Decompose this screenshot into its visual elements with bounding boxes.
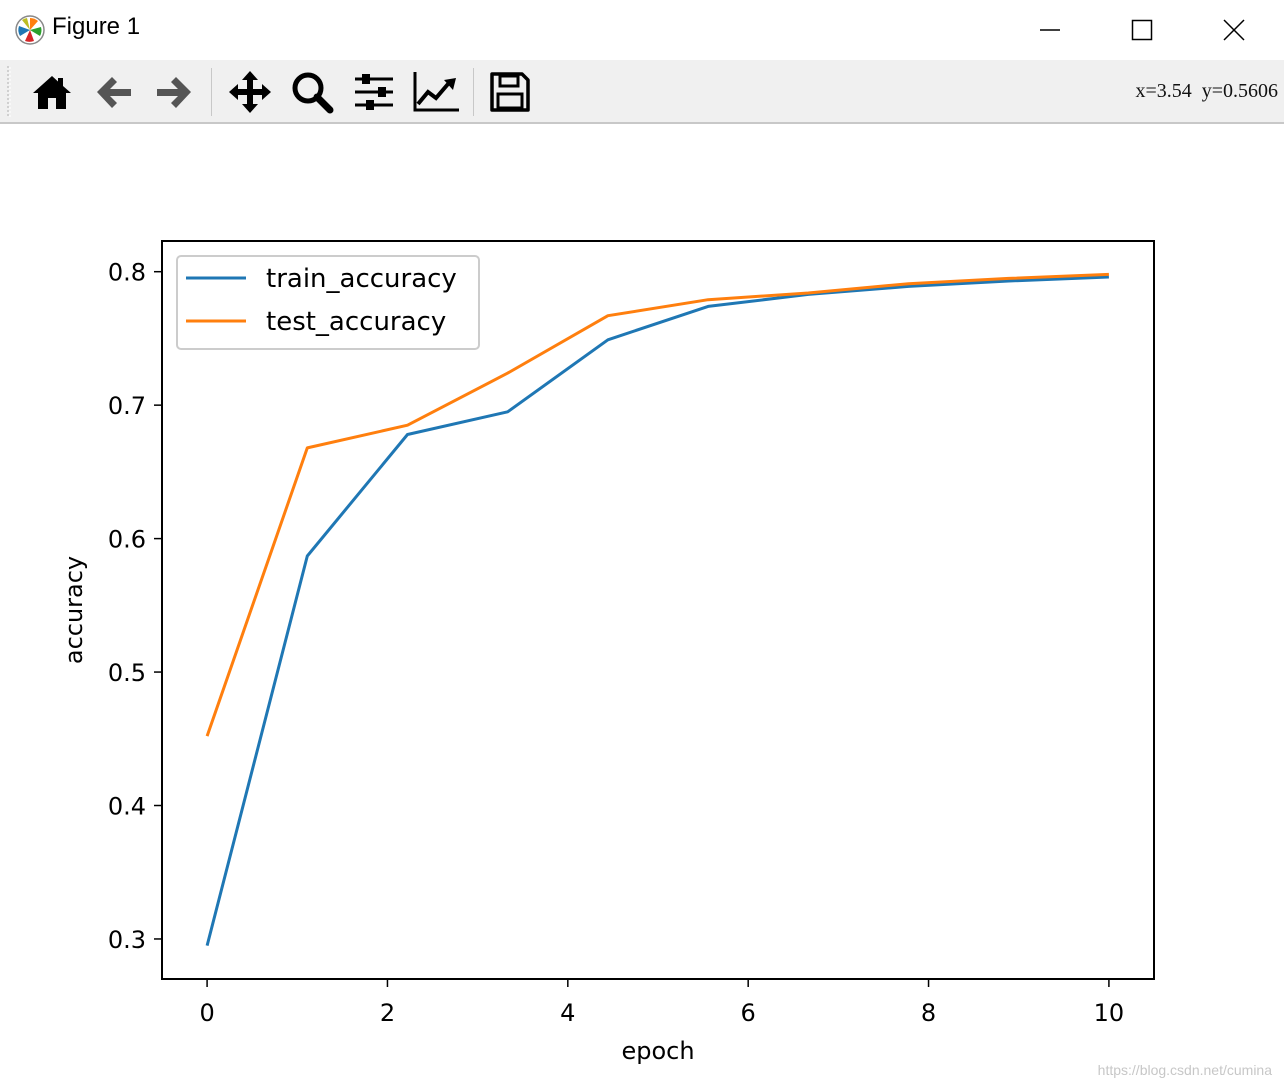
edit-axis-button[interactable] — [412, 68, 460, 116]
x-tick-label: 8 — [921, 999, 936, 1027]
floppy-disk-icon — [490, 72, 530, 112]
y-tick-label: 0.7 — [108, 392, 146, 420]
arrow-right-icon — [157, 77, 191, 108]
x-tick-label: 6 — [741, 999, 756, 1027]
matplotlib-logo-icon — [15, 15, 45, 45]
toolbar-grip-icon[interactable] — [6, 66, 12, 118]
toolbar-separator — [211, 68, 212, 116]
series-line-test-accuracy — [205, 272, 1109, 737]
maximize-button[interactable] — [1096, 0, 1188, 60]
forward-button[interactable] — [150, 68, 198, 116]
close-button[interactable] — [1188, 0, 1280, 60]
home-button[interactable] — [28, 68, 76, 116]
y-axis-label: accuracy — [60, 556, 88, 664]
toolbar-separator — [473, 68, 474, 116]
y-tick-label: 0.3 — [108, 926, 146, 954]
back-button[interactable] — [90, 68, 138, 116]
window-title: Figure 1 — [52, 13, 141, 40]
y-tick-label: 0.5 — [108, 659, 146, 687]
y-tick-label: 0.8 — [108, 259, 146, 287]
navigation-toolbar: x=3.54 y=0.5606 — [0, 60, 1284, 124]
line-chart-icon — [413, 72, 459, 112]
maximize-icon — [1131, 19, 1153, 41]
move-icon — [229, 71, 271, 113]
search-icon — [292, 72, 334, 114]
figure-canvas[interactable]: 0 2 4 6 8 10 0.3 0.4 0.5 0.6 0.7 0.8 epoch accurac… — [0, 124, 1284, 1088]
sliders-icon — [355, 74, 393, 110]
x-tick-label: 0 — [199, 999, 214, 1027]
watermark-text: https://blog.csdn.net/cumina — [1097, 1062, 1272, 1078]
line-chart: 0 2 4 6 8 10 0.3 0.4 0.5 0.6 0.7 0.8 epoch accurac… — [60, 240, 1155, 1065]
x-axis-label: epoch — [621, 1037, 694, 1065]
zoom-button[interactable] — [288, 68, 336, 116]
save-button[interactable] — [486, 68, 534, 116]
y-tick-label: 0.6 — [108, 526, 146, 554]
y-axis: 0.3 0.4 0.5 0.6 0.7 0.8 — [108, 259, 162, 954]
pan-button[interactable] — [226, 68, 274, 116]
y-tick-label: 0.4 — [108, 793, 146, 821]
axes-frame — [161, 240, 1155, 980]
x-axis: 0 2 4 6 8 10 — [199, 979, 1124, 1027]
legend-label-test-accuracy: test_accuracy — [266, 307, 446, 337]
series-lines — [205, 272, 1109, 946]
minimize-button[interactable] — [1004, 0, 1096, 60]
arrow-left-icon — [97, 77, 131, 108]
x-tick-label: 2 — [380, 999, 395, 1027]
minimize-icon — [1040, 29, 1060, 31]
legend-label-train-accuracy: train_accuracy — [266, 264, 457, 294]
cursor-coordinates: x=3.54 y=0.5606 — [1135, 80, 1278, 102]
configure-subplots-button[interactable] — [350, 68, 398, 116]
home-icon — [33, 76, 71, 109]
close-icon — [1223, 19, 1245, 41]
series-line-train-accuracy — [205, 275, 1109, 946]
legend-box — [176, 255, 480, 350]
x-tick-label: 4 — [560, 999, 575, 1027]
legend: train_accuracy test_accuracy — [176, 255, 480, 350]
x-tick-label: 10 — [1094, 999, 1125, 1027]
axes: 0 2 4 6 8 10 0.3 0.4 0.5 0.6 0.7 0.8 epoch accurac… — [60, 240, 1155, 1065]
title-bar[interactable]: Figure 1 — [0, 0, 1284, 60]
